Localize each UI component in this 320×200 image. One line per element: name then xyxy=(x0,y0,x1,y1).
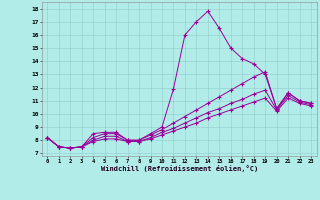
X-axis label: Windchill (Refroidissement éolien,°C): Windchill (Refroidissement éolien,°C) xyxy=(100,165,258,172)
